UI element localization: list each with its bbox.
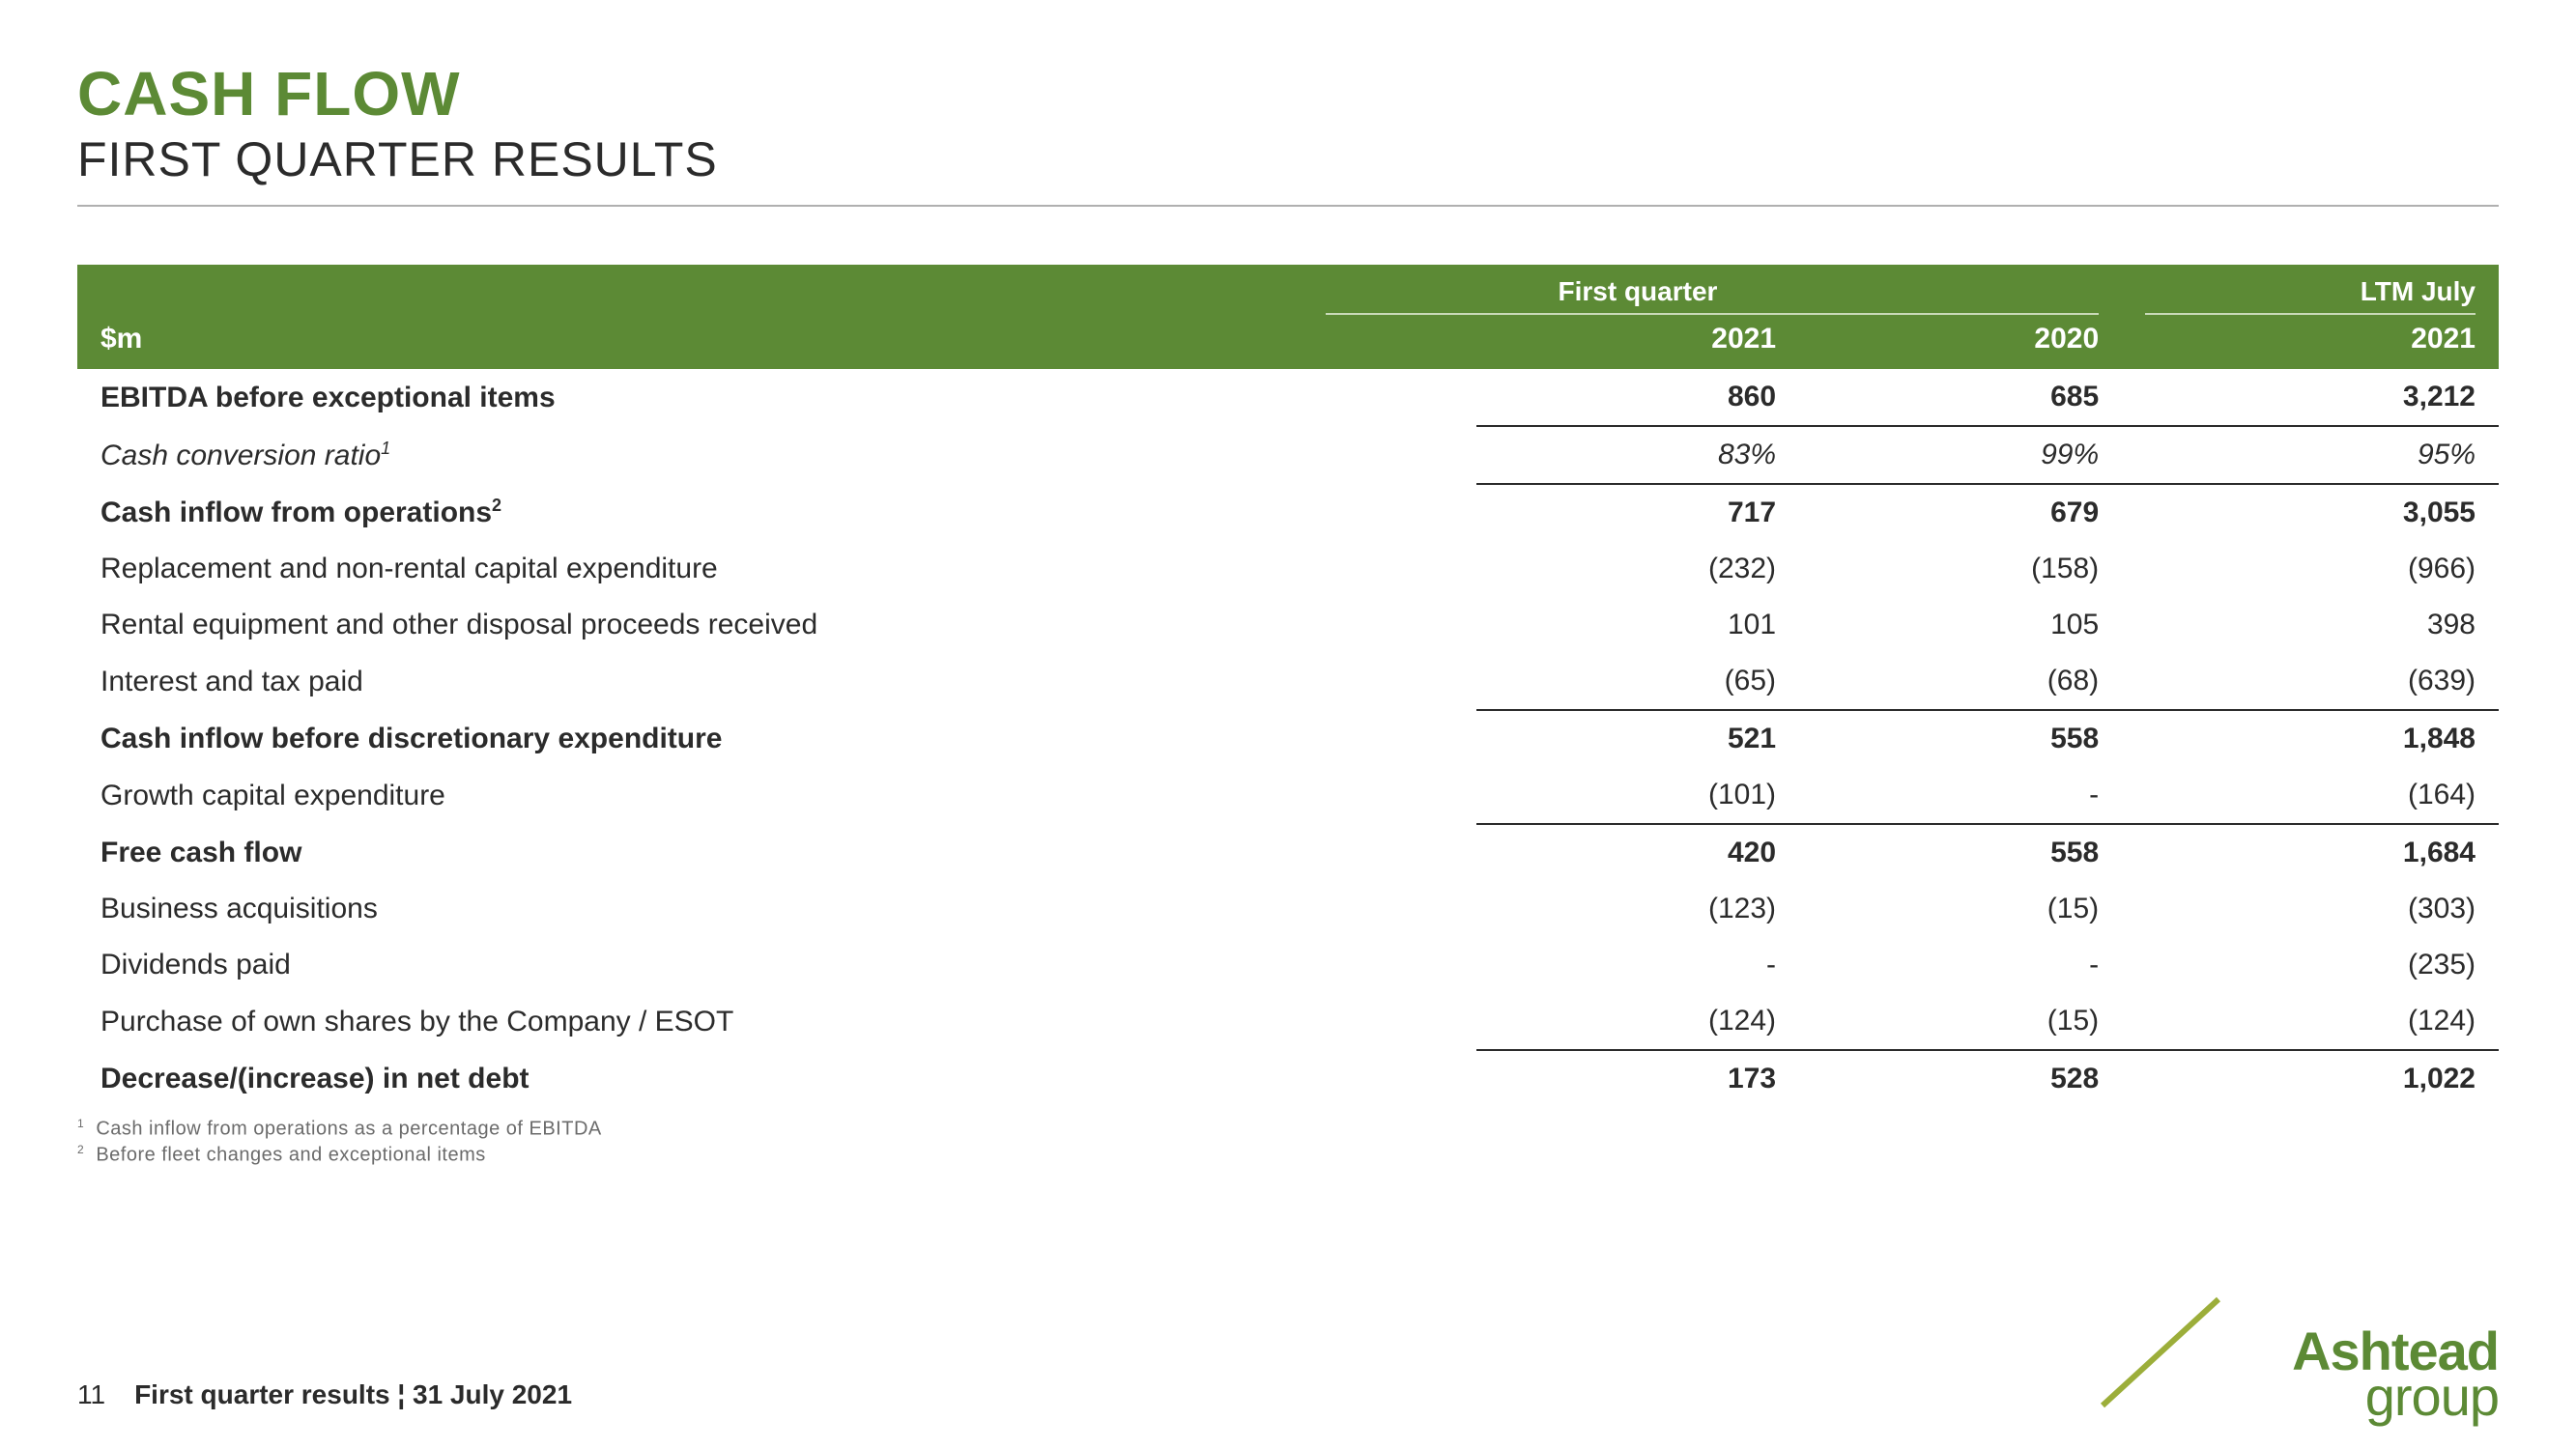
- cell-value: 105: [1799, 597, 2122, 653]
- row-label: Interest and tax paid: [77, 653, 1476, 710]
- row-label: Replacement and non-rental capital expen…: [77, 541, 1476, 597]
- cell-value: (124): [2122, 993, 2499, 1050]
- table-row: EBITDA before exceptional items8606853,2…: [77, 369, 2499, 426]
- table-row: Decrease/(increase) in net debt1735281,0…: [77, 1050, 2499, 1107]
- cell-value: (15): [1799, 881, 2122, 937]
- cell-value: 685: [1799, 369, 2122, 426]
- cell-value: (65): [1476, 653, 1799, 710]
- title-rule: [77, 205, 2499, 207]
- row-label: Cash inflow before discretionary expendi…: [77, 710, 1476, 767]
- row-label: Growth capital expenditure: [77, 767, 1476, 824]
- col-header-fq-2021: First quarter 2021: [1476, 265, 1799, 369]
- cell-value: 860: [1476, 369, 1799, 426]
- cell-value: 398: [2122, 597, 2499, 653]
- cell-value: (164): [2122, 767, 2499, 824]
- cell-value: 3,212: [2122, 369, 2499, 426]
- table-header: $m First quarter 2021 2020 LTM July 2021: [77, 265, 2499, 369]
- table-row: Replacement and non-rental capital expen…: [77, 541, 2499, 597]
- table-row: Growth capital expenditure(101)-(164): [77, 767, 2499, 824]
- page-title: CASH FLOW: [77, 58, 2499, 129]
- cell-value: 101: [1476, 597, 1799, 653]
- cell-value: -: [1799, 937, 2122, 993]
- cell-value: 528: [1799, 1050, 2122, 1107]
- table-row: Cash inflow from operations27176793,055: [77, 484, 2499, 541]
- cell-value: -: [1476, 937, 1799, 993]
- row-label: Decrease/(increase) in net debt: [77, 1050, 1476, 1107]
- row-label: Cash inflow from operations2: [77, 484, 1476, 541]
- footnote-2: 2 Before fleet changes and exceptional i…: [77, 1143, 2499, 1167]
- cell-value: 83%: [1476, 426, 1799, 484]
- cell-value: 717: [1476, 484, 1799, 541]
- table-body: EBITDA before exceptional items8606853,2…: [77, 369, 2499, 1107]
- row-label: Business acquisitions: [77, 881, 1476, 937]
- cell-value: (124): [1476, 993, 1799, 1050]
- cell-value: 558: [1799, 710, 2122, 767]
- table-row: Rental equipment and other disposal proc…: [77, 597, 2499, 653]
- ashtead-logo: Ashtead group: [2292, 1328, 2499, 1420]
- cell-value: (966): [2122, 541, 2499, 597]
- cell-value: (68): [1799, 653, 2122, 710]
- cell-value: (101): [1476, 767, 1799, 824]
- logo-slash-icon: [2093, 1294, 2228, 1410]
- table-row: Dividends paid--(235): [77, 937, 2499, 993]
- unit-header: $m: [77, 265, 1476, 369]
- page-number: 11: [77, 1379, 105, 1410]
- cell-value: 1,022: [2122, 1050, 2499, 1107]
- row-label: Dividends paid: [77, 937, 1476, 993]
- cell-value: 3,055: [2122, 484, 2499, 541]
- cell-value: 1,848: [2122, 710, 2499, 767]
- group-ltm-july: LTM July: [2145, 276, 2476, 315]
- footer: 11 First quarter results ¦ 31 July 2021: [77, 1379, 572, 1410]
- cell-value: (303): [2122, 881, 2499, 937]
- cell-value: 679: [1799, 484, 2122, 541]
- row-label: Rental equipment and other disposal proc…: [77, 597, 1476, 653]
- footer-caption: First quarter results ¦ 31 July 2021: [134, 1379, 572, 1410]
- footnote-1: 1 Cash inflow from operations as a perce…: [77, 1117, 2499, 1141]
- cell-value: 99%: [1799, 426, 2122, 484]
- cashflow-table: $m First quarter 2021 2020 LTM July 2021…: [77, 265, 2499, 1107]
- cell-value: (235): [2122, 937, 2499, 993]
- table-row: Business acquisitions(123)(15)(303): [77, 881, 2499, 937]
- cell-value: 173: [1476, 1050, 1799, 1107]
- table-row: Free cash flow4205581,684: [77, 824, 2499, 881]
- table-row: Purchase of own shares by the Company / …: [77, 993, 2499, 1050]
- cell-value: (15): [1799, 993, 2122, 1050]
- cell-value: 95%: [2122, 426, 2499, 484]
- unit-label: $m: [100, 323, 142, 355]
- cell-value: (232): [1476, 541, 1799, 597]
- col-header-fq-2020: 2020: [1799, 265, 2122, 369]
- table-row: Cash inflow before discretionary expendi…: [77, 710, 2499, 767]
- footnotes: 1 Cash inflow from operations as a perce…: [77, 1117, 2499, 1166]
- table-row: Interest and tax paid(65)(68)(639): [77, 653, 2499, 710]
- cell-value: 521: [1476, 710, 1799, 767]
- cell-value: 420: [1476, 824, 1799, 881]
- row-label: Cash conversion ratio1: [77, 426, 1476, 484]
- row-label: Purchase of own shares by the Company / …: [77, 993, 1476, 1050]
- cell-value: -: [1799, 767, 2122, 824]
- table-row: Cash conversion ratio183%99%95%: [77, 426, 2499, 484]
- cell-value: (123): [1476, 881, 1799, 937]
- page-subtitle: FIRST QUARTER RESULTS: [77, 131, 2499, 187]
- cell-value: 558: [1799, 824, 2122, 881]
- cell-value: 1,684: [2122, 824, 2499, 881]
- group-first-quarter: First quarter: [1326, 276, 1799, 315]
- cell-value: (639): [2122, 653, 2499, 710]
- cell-value: (158): [1799, 541, 2122, 597]
- row-label: Free cash flow: [77, 824, 1476, 881]
- cashflow-table-container: $m First quarter 2021 2020 LTM July 2021…: [77, 265, 2499, 1107]
- row-label: EBITDA before exceptional items: [77, 369, 1476, 426]
- col-header-ltm-2021: LTM July 2021: [2122, 265, 2499, 369]
